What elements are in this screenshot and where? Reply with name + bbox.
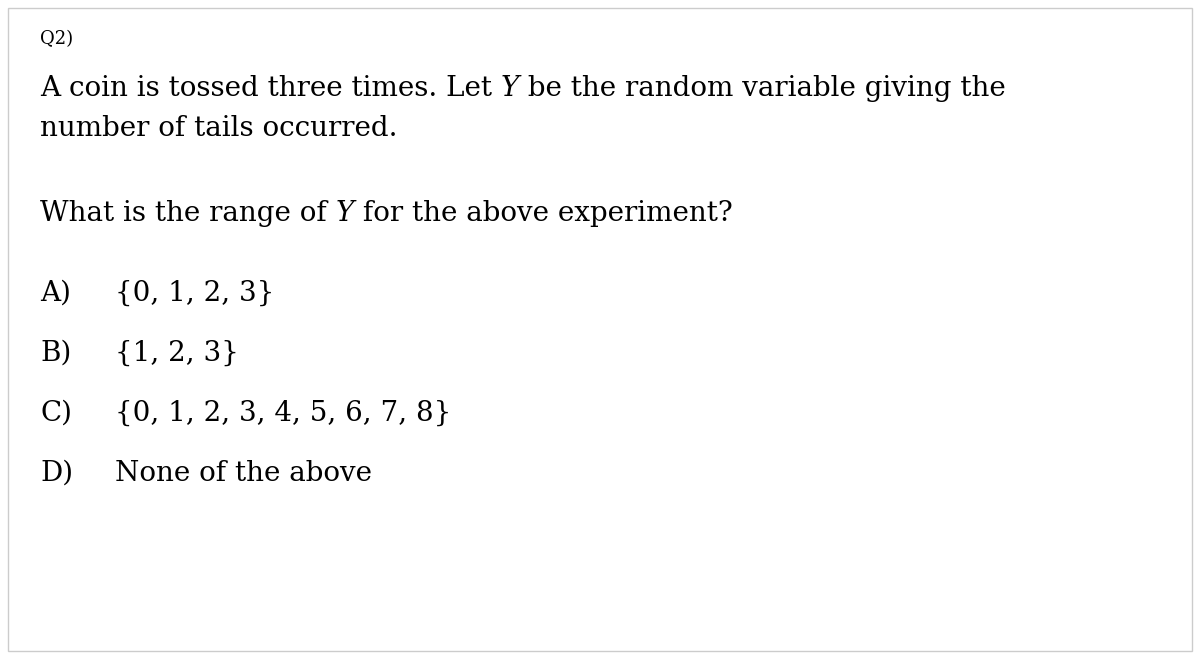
Text: B): B): [40, 340, 71, 367]
Text: number of tails occurred.: number of tails occurred.: [40, 115, 397, 142]
Text: {1, 2, 3}: {1, 2, 3}: [115, 340, 239, 367]
Text: Q2): Q2): [40, 30, 73, 48]
Text: be the random variable giving the: be the random variable giving the: [520, 75, 1006, 102]
Text: None of the above: None of the above: [115, 460, 372, 487]
Text: A coin is tossed three times. Let: A coin is tossed three times. Let: [40, 75, 500, 102]
Text: {0, 1, 2, 3, 4, 5, 6, 7, 8}: {0, 1, 2, 3, 4, 5, 6, 7, 8}: [115, 400, 451, 427]
Text: {0, 1, 2, 3}: {0, 1, 2, 3}: [115, 280, 275, 307]
Text: for the above experiment?: for the above experiment?: [354, 200, 733, 227]
Text: What is the range of: What is the range of: [40, 200, 336, 227]
Text: Y: Y: [500, 75, 520, 102]
Text: D): D): [40, 460, 73, 487]
Text: A): A): [40, 280, 71, 307]
Text: Y: Y: [336, 200, 354, 227]
Text: C): C): [40, 400, 72, 427]
